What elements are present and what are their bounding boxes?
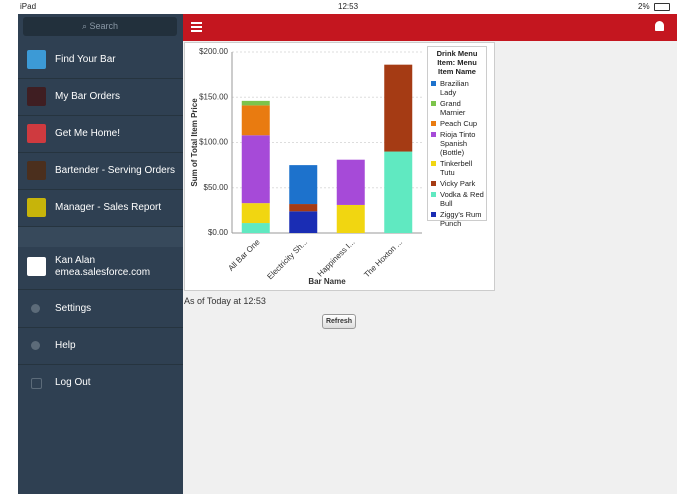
search-placeholder: Search (89, 21, 119, 31)
bar-segment (384, 151, 413, 233)
menu-button[interactable] (191, 22, 202, 24)
menu-item[interactable]: Log Out (18, 364, 183, 401)
chart-panel: $0.00 $50.00 $100.00 $150.00 $200.00 Sum of T… (184, 42, 495, 291)
legend-swatch (431, 192, 436, 197)
user-org: emea.salesforce.com (55, 267, 151, 278)
x-tick-label: Happiness I... (316, 238, 357, 279)
divider (18, 227, 183, 247)
bar-segment (241, 203, 270, 224)
legend-label: Grand Marnier (440, 99, 466, 117)
y-tick-label: $100.00 (199, 138, 228, 147)
header (183, 14, 677, 41)
legend-item: Grand Marnier (431, 99, 486, 117)
menu-label: Log Out (55, 377, 91, 388)
x-axis-title: Bar Name (308, 277, 346, 286)
icon (31, 304, 40, 313)
legend-item: Tinkerbell Tutu (431, 159, 486, 177)
menu-item[interactable]: Bartender - Serving Orders (18, 152, 183, 190)
menu-label: Help (55, 340, 76, 351)
bar-segment (241, 105, 270, 136)
bar-segment (241, 135, 270, 204)
content: $0.00 $50.00 $100.00 $150.00 $200.00 Sum of T… (183, 41, 677, 494)
y-tick-label: $50.00 (204, 183, 229, 192)
chart: $0.00 $50.00 $100.00 $150.00 $200.00 Sum of T… (190, 47, 422, 286)
legend-swatch (431, 81, 436, 86)
menu-label: Bartender - Serving Orders (55, 165, 176, 176)
legend-swatch (431, 132, 436, 137)
legend-item: Rioja Tinto Spanish (Bottle) (431, 130, 486, 157)
menu-label: Manager - Sales Report (55, 202, 162, 213)
bar-segment (241, 223, 270, 233)
x-tick-label: Electricity Sh... (265, 238, 309, 282)
menu-item[interactable]: Settings (18, 290, 183, 328)
icon (27, 87, 46, 106)
bar-segment (336, 159, 365, 205)
legend-item: Brazilian Lady (431, 79, 486, 97)
legend-swatch (431, 181, 436, 186)
battery-icon (654, 3, 670, 11)
legend-item: Vicky Park (431, 179, 486, 188)
icon (31, 378, 42, 389)
battery-label: 2% (638, 2, 650, 11)
bar-segment (384, 64, 413, 152)
x-tick-label: The Hoxton ... (362, 238, 404, 280)
avatar (27, 257, 46, 276)
x-tick-label: All Bar One (226, 237, 262, 273)
icon (27, 161, 46, 180)
user-row[interactable]: Kan Alan emea.salesforce.com (18, 247, 183, 290)
legend-swatch (431, 212, 436, 217)
legend-label: Brazilian Lady (440, 79, 469, 97)
legend-title: Drink Menu Item: Menu Item Name (436, 49, 478, 76)
bar-segment (289, 165, 318, 205)
legend-label: Vicky Park (440, 179, 476, 188)
y-tick-label: $200.00 (199, 47, 228, 56)
legend: Drink Menu Item: Menu Item Name Brazilian… (427, 46, 487, 228)
bar-segment (289, 211, 318, 233)
legend-swatch (431, 101, 436, 106)
legend-item: Vodka & Red Bull (431, 190, 486, 208)
sidebar: ⌕ Search Find Your Bar My Bar Orders Get… (18, 14, 183, 494)
menu-label: Get Me Home! (55, 128, 121, 139)
legend-label: Tinkerbell Tutu (440, 159, 473, 177)
icon (27, 50, 46, 69)
menu-item[interactable]: Manager - Sales Report (18, 189, 183, 227)
legend-label: Rioja Tinto Spanish (Bottle) (440, 130, 476, 157)
icon (27, 198, 46, 217)
bar-segment (241, 100, 270, 106)
search-box[interactable]: ⌕ Search (23, 17, 177, 36)
status-bar: iPad 12:53 2% (0, 0, 695, 14)
user-info: Kan Alan emea.salesforce.com (55, 255, 150, 279)
y-axis-title: Sum of Total Item Price (190, 98, 199, 187)
bar-segment (336, 204, 365, 233)
user-name: Kan Alan (55, 255, 96, 266)
timestamp: As of Today at 12:53 (184, 296, 266, 306)
device-label: iPad (20, 2, 37, 11)
y-tick-label: $0.00 (208, 228, 229, 237)
y-tick-label: $150.00 (199, 92, 228, 101)
legend-item: Peach Cup (431, 119, 486, 128)
menu-item[interactable]: Help (18, 327, 183, 365)
clock: 12:53 (338, 2, 359, 11)
legend-swatch (431, 161, 436, 166)
menu-label: Settings (55, 303, 92, 314)
bar-segment (289, 204, 318, 212)
menu-label: Find Your Bar (55, 54, 116, 65)
menu-item[interactable]: My Bar Orders (18, 78, 183, 116)
menu-label: My Bar Orders (55, 91, 121, 102)
legend-label: Vodka & Red Bull (440, 190, 484, 208)
notifications-button[interactable] (655, 21, 664, 31)
menu-item[interactable]: Get Me Home! (18, 115, 183, 153)
legend-swatch (431, 121, 436, 126)
legend-item: Ziggy's Rum Punch (431, 210, 486, 228)
icon (31, 341, 40, 350)
legend-label: Ziggy's Rum Punch (440, 210, 482, 228)
menu-item[interactable]: Find Your Bar (18, 41, 183, 79)
icon (27, 124, 46, 143)
refresh-button[interactable]: Refresh (322, 314, 356, 329)
legend-label: Peach Cup (440, 119, 478, 128)
